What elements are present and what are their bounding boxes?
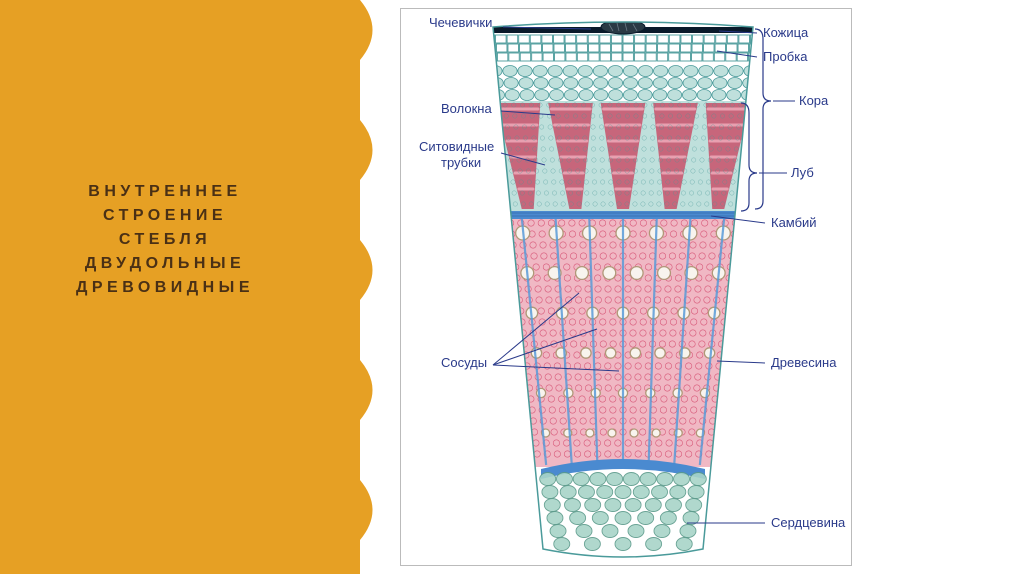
diagram-frame: Чечевички Волокна Ситовидные трубки Сосу… [400,8,852,566]
label-epidermis: Кожица [763,25,808,40]
label-xylem: Древесина [771,355,836,370]
title-line: СТЕБЛЯ [20,228,310,252]
label-bark: Кора [799,93,828,108]
title-line: СТРОЕНИЕ [20,204,310,228]
slide-title: ВНУТРЕННЕЕ СТРОЕНИЕ СТЕБЛЯ ДВУДОЛЬНЫЕ ДР… [20,180,310,300]
label-phloem: Луб [791,165,814,180]
wave-edge [330,0,390,574]
label-sieve1: Ситовидные [419,139,494,154]
title-line: ДРЕВОВИДНЫЕ [20,276,310,300]
title-line: ВНУТРЕННЕЕ [20,180,310,204]
label-sieve2: трубки [441,155,481,170]
label-fibers: Волокна [441,101,492,116]
label-vessels: Сосуды [441,355,487,370]
label-cambium: Камбий [771,215,817,230]
stem-diagram [401,9,853,567]
label-lenticels: Чечевички [429,15,492,30]
left-panel: ВНУТРЕННЕЕ СТРОЕНИЕ СТЕБЛЯ ДВУДОЛЬНЫЕ ДР… [0,0,360,574]
label-pith: Сердцевина [771,515,845,530]
title-line: ДВУДОЛЬНЫЕ [20,252,310,276]
label-cork: Пробка [763,49,807,64]
